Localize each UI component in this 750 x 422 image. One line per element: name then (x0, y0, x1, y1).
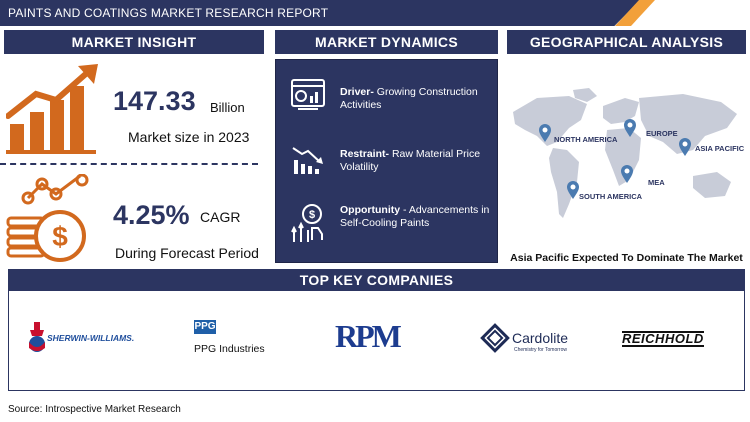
south-america-pin-icon (567, 181, 579, 199)
source-note: Source: Introspective Market Research (8, 404, 181, 415)
region-label-south-america: SOUTH AMERICA (579, 192, 643, 201)
market-insight-header: MARKET INSIGHT (4, 30, 264, 54)
rpm-logo: RPM (335, 318, 402, 354)
north-america-pin-icon (539, 124, 551, 142)
top-banner: PAINTS AND COATINGS MARKET RESEARCH REPO… (0, 0, 750, 26)
declining-chart-icon (292, 147, 323, 174)
region-label-europe: EUROPE (646, 129, 678, 138)
mea-pin-icon (621, 165, 633, 183)
cagr-label: During Forecast Period (115, 245, 259, 261)
cardolite-tagline: Chemistry for Tomorrow (514, 347, 567, 353)
opportunity-text: - Advancements in Self-Cooling Paints (340, 204, 490, 229)
driver-kind: Driver- (340, 86, 374, 98)
market-size-value: 147.33 (113, 86, 196, 116)
market-dynamics-panel: Driver- Growing Construction Activities … (275, 59, 498, 263)
region-label-mea: MEA (648, 178, 665, 187)
market-size-unit: Billion (210, 100, 245, 115)
svg-text:$: $ (52, 221, 68, 252)
section-divider (0, 163, 258, 165)
market-size-label: Market size in 2023 (128, 129, 250, 145)
europe-pin-icon (624, 119, 636, 137)
ppg-logo-mark: PPG (194, 320, 216, 334)
top-key-companies-header: TOP KEY COMPANIES (8, 269, 745, 291)
geo-caption: Asia Pacific Expected To Dominate The Ma… (510, 252, 743, 264)
market-dynamics-header: MARKET DYNAMICS (275, 30, 498, 54)
growth-bar-chart-icon (6, 64, 98, 154)
analytics-dashboard-icon (291, 79, 325, 110)
sherwin-williams-logo: SHERWIN-WILLIAMS. (47, 333, 135, 343)
cagr-unit: CAGR (200, 209, 241, 225)
opportunity-kind: Opportunity (340, 204, 401, 216)
geographical-analysis-header: GEOGRAPHICAL ANALYSIS (507, 30, 746, 54)
asia-pacific-pin-icon (679, 138, 691, 156)
growth-dollar-icon: $ (291, 204, 323, 242)
region-label-asia-pacific: ASIA PACIFIC (695, 144, 745, 153)
restraint-item: Restraint- Raw Material Price Volatility (340, 148, 500, 174)
report-title: PAINTS AND COATINGS MARKET RESEARCH REPO… (8, 6, 329, 20)
cardolite-logo: Cardolite (512, 330, 569, 346)
ppg-industries-logo: PPG Industries (194, 343, 265, 355)
opportunity-item: Opportunity - Advancements in Self-Cooli… (340, 204, 500, 230)
region-label-north-america: NORTH AMERICA (554, 135, 618, 144)
driver-text: Growing Construction Activities (340, 86, 478, 111)
cardolite-diamond-icon (480, 323, 510, 353)
driver-item: Driver- Growing Construction Activities (340, 86, 500, 112)
coin-stack-dollar-icon: $ (6, 174, 89, 262)
banner-background (0, 0, 640, 26)
svg-text:$: $ (309, 209, 315, 221)
restraint-kind: Restraint- (340, 148, 390, 160)
restraint-text: Raw Material Price Volatility (340, 148, 481, 173)
reichhold-logo: REICHHOLD (622, 331, 704, 347)
cagr-value: 4.25% (113, 200, 190, 230)
sherwin-williams-globe-icon (29, 322, 45, 352)
